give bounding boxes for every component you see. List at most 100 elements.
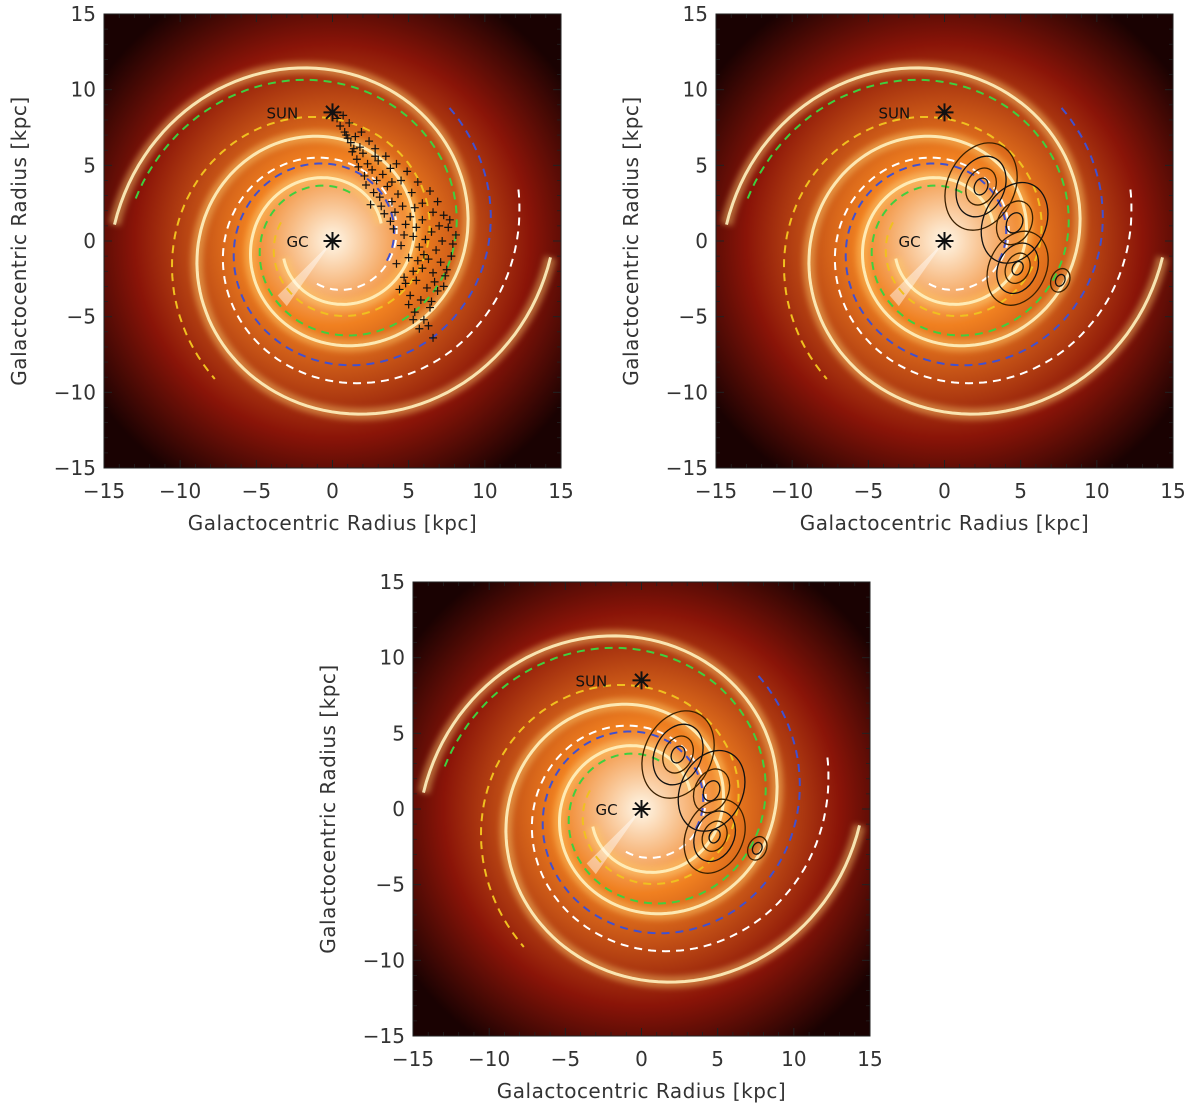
panel-bottom: SUN GC −15 −10 −5 0 5 10 15 −15 −10 −5 0 5 10 15 Galacto… xyxy=(316,570,883,1103)
arm-tracer-white xyxy=(833,156,1133,385)
scatter-point xyxy=(342,131,351,140)
sun-marker xyxy=(935,103,954,122)
contour-line xyxy=(1011,260,1024,276)
scatter-point xyxy=(398,202,407,211)
scatter-point xyxy=(339,111,348,120)
x-axis-title: Galactocentric Radius [kpc] xyxy=(188,511,477,535)
scatter-point xyxy=(433,197,442,206)
x-tick-label: −10 xyxy=(771,479,813,503)
scatter-point xyxy=(336,121,345,130)
x-tick-label: 0 xyxy=(326,479,339,503)
scatter-point xyxy=(400,230,409,239)
arm-tracer-white xyxy=(530,724,830,953)
scatter-point xyxy=(407,188,416,197)
scatter-point xyxy=(377,202,386,211)
scatter-point xyxy=(375,193,384,202)
scatter-point xyxy=(346,138,355,147)
y-tick-label: 0 xyxy=(695,229,708,253)
panel-top-right: SUN GC −15 −10 −5 0 5 10 15 −15 −10 −5 0 5 10 15 Galacto… xyxy=(619,2,1186,535)
contour-lines xyxy=(641,710,768,874)
scatter-point xyxy=(365,137,374,146)
contour-line xyxy=(652,723,704,786)
scatter-point xyxy=(371,144,380,153)
contour-line xyxy=(986,230,1049,306)
scatter-point xyxy=(429,268,438,277)
scatter-point xyxy=(351,132,360,141)
scatter-point xyxy=(352,155,361,164)
x-tick-label: 5 xyxy=(402,479,415,503)
scatter-point xyxy=(444,223,453,232)
y-tick-label: 15 xyxy=(683,2,708,26)
x-tick-label: −5 xyxy=(242,479,271,503)
y-axis-title: Galactocentric Radius [kpc] xyxy=(619,96,643,385)
contour-line xyxy=(965,167,997,206)
y-axis-title: Galactocentric Radius [kpc] xyxy=(7,96,31,385)
y-tick-label: 10 xyxy=(71,78,96,102)
x-tick-label: 10 xyxy=(781,1047,806,1071)
scatter-point xyxy=(400,273,409,282)
contour-line xyxy=(708,828,721,844)
scatter-point xyxy=(387,177,396,186)
scatter-point xyxy=(438,237,447,245)
y-tick-label: −10 xyxy=(363,948,405,972)
plot-area: SUN GC xyxy=(716,14,1173,468)
arm-tracer-blue xyxy=(541,673,801,935)
scatter-point xyxy=(436,258,445,267)
contour-line xyxy=(670,745,686,764)
scatter-point xyxy=(368,165,377,174)
scatter-point xyxy=(441,271,450,280)
scatter-point xyxy=(387,197,396,206)
scatter-point xyxy=(425,187,434,196)
contour-line xyxy=(980,181,1049,264)
scatter-point xyxy=(424,255,433,264)
x-tick-label: −10 xyxy=(468,1047,510,1071)
scatter-point xyxy=(427,227,436,236)
scatter-point xyxy=(412,276,421,285)
contour-line xyxy=(973,177,989,196)
y-tick-label: 0 xyxy=(392,797,405,821)
y-tick-label: −5 xyxy=(376,873,405,897)
scatter-point xyxy=(451,230,460,239)
scatter-point xyxy=(358,149,367,158)
axes: −15 −10 −5 0 5 10 15 −15 −10 −5 0 5 10 15 xyxy=(54,2,574,503)
y-tick-label: 15 xyxy=(380,570,405,594)
scatter-point xyxy=(425,303,434,312)
scatter-point xyxy=(369,188,378,197)
x-tick-label: 0 xyxy=(635,1047,648,1071)
scatter-point xyxy=(413,256,422,265)
scatter-point xyxy=(415,243,424,252)
scatter-point xyxy=(372,176,381,185)
scatter-point xyxy=(448,240,457,249)
contour-line xyxy=(1054,273,1066,287)
scatter-point xyxy=(380,209,389,218)
scatter-point xyxy=(389,224,398,233)
arm-tracer-green xyxy=(133,78,458,337)
scatter-point xyxy=(442,265,451,274)
x-tick-label: 5 xyxy=(711,1047,724,1071)
scatter-point xyxy=(418,264,427,273)
arm-tracer-green xyxy=(745,78,1070,337)
scatter-point xyxy=(413,177,422,186)
contour-line xyxy=(995,200,1034,246)
x-tick-label: −15 xyxy=(83,479,125,503)
x-tick-label: −15 xyxy=(695,479,737,503)
y-tick-label: −15 xyxy=(363,1024,405,1048)
galactic-bar xyxy=(889,241,945,307)
spiral-arm xyxy=(195,134,552,416)
x-tick-label: 10 xyxy=(472,479,497,503)
scatter-point xyxy=(409,315,418,324)
x-tick-label: 15 xyxy=(1160,479,1185,503)
sun-label: SUN xyxy=(267,104,299,122)
scatter-point xyxy=(409,267,418,276)
spiral-arm xyxy=(422,634,779,916)
scatter-point xyxy=(427,297,436,306)
gc-label: GC xyxy=(899,233,921,251)
y-tick-label: 0 xyxy=(83,229,96,253)
x-tick-label: −5 xyxy=(551,1047,580,1071)
arm-tracer-yellow xyxy=(170,116,431,380)
spiral-arm xyxy=(504,702,861,984)
contour-line xyxy=(641,710,715,799)
scatter-point xyxy=(355,143,364,152)
plot-area: SUN GC xyxy=(104,14,561,468)
y-tick-label: 5 xyxy=(392,721,405,745)
